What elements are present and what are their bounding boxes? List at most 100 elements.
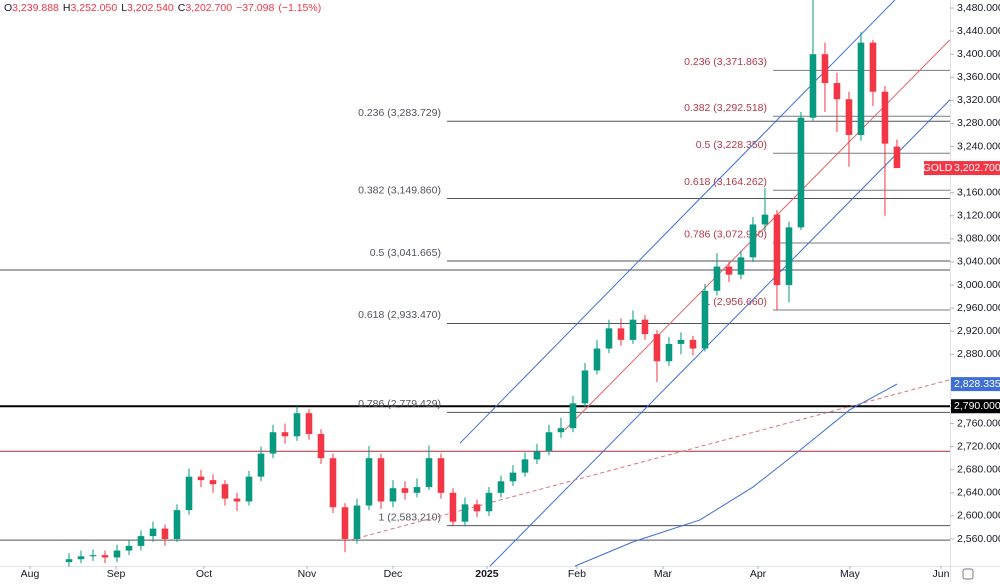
fib-label: 0.5 (3,041.665) [370, 247, 441, 259]
candle-body [197, 476, 205, 481]
candle-body [293, 413, 301, 437]
symbol-box [924, 161, 951, 176]
candle-body [233, 498, 241, 502]
hline-box [951, 399, 1000, 414]
candle-body [257, 453, 265, 477]
candle-body [593, 348, 601, 371]
y-tick-label: 3,120.000 [957, 210, 1000, 222]
ohlc-letter: O [4, 2, 12, 14]
icon-box[interactable] [962, 568, 974, 580]
symbol-label: GOLD [923, 162, 953, 174]
y-tick-label: 2,560.000 [957, 533, 1000, 545]
candle-body [113, 550, 121, 558]
moving-average [574, 383, 898, 567]
ohlc-value: 3,202.700 [185, 2, 232, 14]
candle-body [521, 459, 529, 473]
x-tick-label: Mar [654, 568, 673, 580]
y-tick-label: 3,160.000 [957, 186, 1000, 198]
x-tick-label: Dec [384, 568, 403, 580]
candle-body [281, 432, 289, 437]
fib-label: 0.236 (3,371.863) [684, 56, 767, 68]
candle-body [317, 433, 325, 459]
fib-label: 0.382 (3,149.860) [358, 184, 441, 196]
candle-body [101, 555, 109, 558]
candle-body [269, 432, 277, 454]
change-pct: (−1.15%) [278, 2, 321, 14]
ma-label: 2,828.335 [954, 378, 1000, 390]
y-tick-label: 2,640.000 [957, 487, 1000, 499]
candle-body [353, 505, 361, 539]
candle-body [665, 343, 673, 362]
x-tick-label: Aug [21, 568, 40, 580]
candle-body [569, 403, 577, 429]
candle-body [125, 545, 133, 551]
candle-body [653, 334, 661, 362]
y-tick-label: 3,400.000 [957, 48, 1000, 60]
candle-body [137, 536, 145, 546]
candle-body [497, 481, 505, 493]
ohlc-letter: C [178, 2, 186, 14]
fib-label: 0.618 (3,164.262) [684, 176, 767, 188]
candle-body [401, 488, 409, 493]
channel-line [489, 99, 951, 567]
ma-box [951, 377, 1000, 392]
candle-body [533, 451, 541, 460]
y-tick-label: 2,720.000 [957, 440, 1000, 452]
candle-body [689, 339, 697, 349]
x-tick-label: Nov [298, 568, 317, 580]
candle-body [305, 413, 313, 434]
y-tick-label: 3,080.000 [957, 233, 1000, 245]
fib-label: 0.786 (3,072.960) [684, 229, 767, 241]
candle-body [461, 504, 469, 522]
y-tick-label: 3,000.000 [957, 279, 1000, 291]
x-tick-label: Sep [107, 568, 126, 580]
candle-body [785, 227, 793, 286]
candle-body [221, 484, 229, 499]
last-price-box [951, 161, 1000, 176]
candle-body [437, 458, 445, 493]
candle-body [857, 42, 865, 135]
candle-body [89, 555, 97, 557]
candle-body [713, 266, 721, 291]
y-tick-label: 3,360.000 [957, 71, 1000, 83]
candle-body [149, 528, 157, 537]
candle-body [749, 224, 757, 258]
candle-body [833, 83, 841, 100]
ohlc-value: 3,202.540 [127, 2, 174, 14]
candle-body [809, 54, 817, 118]
fib-label: 0.236 (3,283.729) [358, 107, 441, 119]
candle-body [341, 507, 349, 539]
y-tick-label: 2,960.000 [957, 302, 1000, 314]
ohlc-letter: L [121, 2, 127, 14]
settings-icon[interactable] [962, 568, 974, 580]
candle-body [557, 428, 565, 433]
candle-body [161, 528, 169, 539]
candle-body [605, 328, 613, 349]
candle-body [545, 432, 553, 452]
ohlc-value: 3,252.050 [70, 2, 117, 14]
x-tick-label: Apr [750, 568, 767, 580]
x-tick-label: 2025 [475, 568, 499, 580]
candle-body [737, 257, 745, 275]
candle-body [389, 488, 397, 502]
candle-body [449, 492, 457, 522]
candle-body [329, 458, 337, 508]
last-price-label: 3,202.700 [954, 162, 1000, 174]
candle-body [413, 487, 421, 493]
y-tick-label: 2,680.000 [957, 464, 1000, 476]
candle-body [725, 266, 733, 275]
y-tick-label: 2,760.000 [957, 417, 1000, 429]
x-tick-label: Oct [196, 568, 212, 580]
ohlc-value: 3,239.888 [12, 2, 59, 14]
y-tick-label: 3,040.000 [957, 256, 1000, 268]
candle-body [473, 504, 481, 512]
trend-line [349, 379, 951, 541]
fib-label: 1 (2,956.660) [705, 296, 767, 308]
candle-body [185, 476, 193, 511]
candle-body [881, 91, 889, 144]
y-tick-label: 2,880.000 [957, 348, 1000, 360]
x-tick-label: Feb [568, 568, 586, 580]
ohlc-header: O3,239.888 H3,252.050 L3,202.540 C3,202.700… [4, 2, 321, 14]
